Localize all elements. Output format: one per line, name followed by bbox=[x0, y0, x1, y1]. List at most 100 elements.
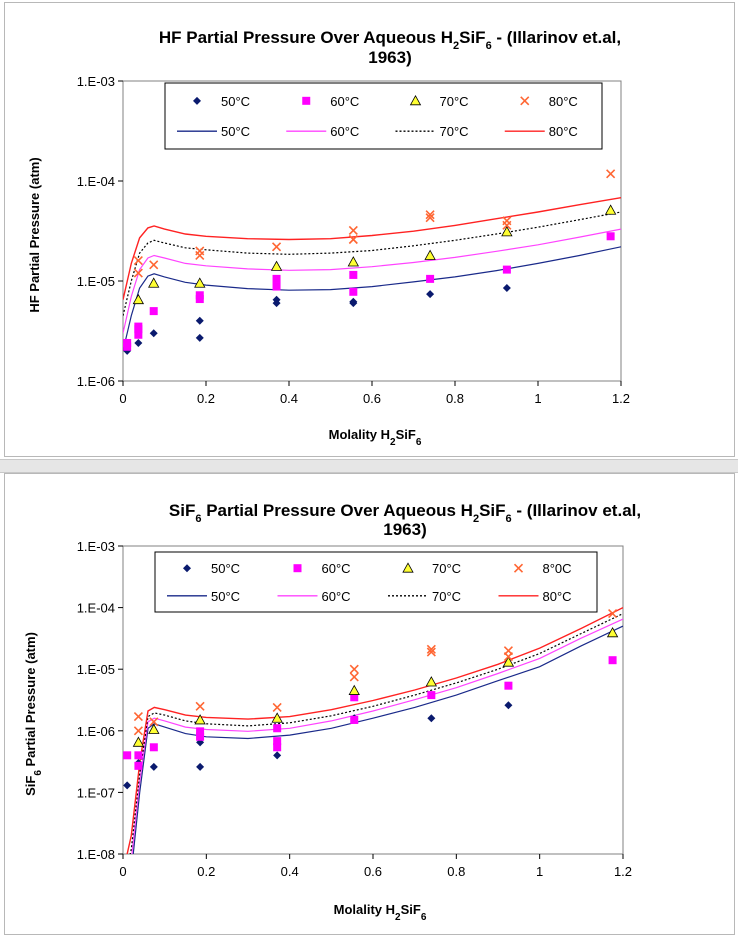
point-square bbox=[123, 338, 132, 347]
x-tick-label: 1 bbox=[534, 391, 541, 406]
legend-label: 50°C bbox=[211, 589, 240, 604]
point-diamond bbox=[134, 338, 143, 347]
point-square bbox=[427, 691, 436, 700]
point-square bbox=[608, 656, 617, 665]
sif6-chart: SiF6 Partial Pressure Over Aqueous H2SiF… bbox=[23, 501, 641, 923]
x-axis-title: Molality H2SiF6 bbox=[334, 902, 427, 923]
legend-marker bbox=[402, 562, 414, 573]
point-square bbox=[349, 270, 358, 279]
point-x bbox=[271, 242, 282, 252]
point-x bbox=[133, 256, 143, 266]
line-50c bbox=[132, 625, 623, 854]
legend-label: 70°C bbox=[432, 561, 461, 576]
sif6-chart-frame[interactable]: SiF6 Partial Pressure Over Aqueous H2SiF… bbox=[4, 473, 735, 935]
x-tick-label: 0.8 bbox=[447, 864, 465, 879]
x-tick-label: 1 bbox=[536, 864, 543, 879]
legend-box bbox=[164, 82, 603, 150]
legend-label: 80°C bbox=[549, 94, 578, 109]
legend-marker bbox=[520, 96, 530, 106]
point-x bbox=[133, 726, 143, 736]
legend-marker bbox=[409, 94, 422, 106]
point-diamond bbox=[427, 714, 436, 723]
point-square bbox=[504, 681, 513, 690]
hf-chart: HF Partial Pressure Over Aqueous H2SiF6 … bbox=[27, 28, 630, 448]
legend-label: 80°C bbox=[549, 124, 578, 139]
point-diamond bbox=[272, 295, 281, 304]
line-60c bbox=[131, 618, 623, 854]
hf-chart-frame[interactable]: HF Partial Pressure Over Aqueous H2SiF6 … bbox=[4, 2, 735, 457]
point-triangle bbox=[132, 293, 145, 305]
x-tick-label: 0.4 bbox=[280, 391, 298, 406]
point-square bbox=[350, 715, 359, 724]
point-x bbox=[348, 234, 358, 245]
point-triangle bbox=[194, 714, 206, 725]
point-square bbox=[195, 291, 204, 300]
point-diamond bbox=[149, 329, 158, 338]
y-tick-label: 1.E-05 bbox=[77, 274, 115, 289]
point-x bbox=[425, 210, 435, 220]
point-x bbox=[272, 702, 282, 712]
point-square bbox=[272, 282, 281, 291]
y-axis-title: HF Partial Pressure (atm) bbox=[27, 157, 42, 312]
point-triangle bbox=[347, 256, 360, 267]
data-points bbox=[123, 609, 619, 790]
point-diamond bbox=[504, 701, 513, 710]
legend-label: 60°C bbox=[330, 94, 359, 109]
point-triangle bbox=[348, 684, 360, 695]
point-diamond bbox=[273, 751, 282, 760]
point-diamond bbox=[349, 297, 358, 306]
point-x bbox=[133, 268, 143, 278]
point-diamond bbox=[426, 290, 435, 299]
point-x bbox=[195, 701, 205, 711]
legend-label: 60°C bbox=[330, 124, 359, 139]
legend-label: 8°0C bbox=[543, 561, 572, 576]
model-lines bbox=[126, 606, 623, 854]
x-tick-label: 0.2 bbox=[197, 864, 215, 879]
point-square bbox=[606, 232, 615, 241]
point-diamond bbox=[195, 316, 204, 325]
point-x bbox=[503, 646, 513, 656]
point-triangle bbox=[424, 249, 436, 260]
point-triangle bbox=[148, 723, 160, 734]
point-triangle bbox=[132, 736, 145, 747]
legend-label: 50°C bbox=[211, 561, 240, 576]
point-triangle bbox=[270, 260, 283, 271]
y-tick-label: 1.E-05 bbox=[77, 662, 115, 677]
point-square bbox=[134, 322, 143, 331]
point-square bbox=[350, 693, 359, 702]
sheet-separator bbox=[0, 459, 738, 473]
point-diamond bbox=[195, 333, 204, 342]
line-80c bbox=[126, 606, 623, 854]
point-square bbox=[196, 727, 205, 736]
legend-label: 80°C bbox=[543, 589, 572, 604]
y-tick-label: 1.E-08 bbox=[77, 847, 115, 862]
x-tick-label: 1.2 bbox=[614, 864, 632, 879]
point-triangle bbox=[604, 204, 617, 215]
point-x bbox=[349, 664, 359, 674]
point-square bbox=[196, 732, 205, 741]
x-tick-label: 0.4 bbox=[281, 864, 299, 879]
y-axis-title: SiF6 Partial Pressure (atm) bbox=[23, 632, 44, 796]
y-tick-label: 1.E-04 bbox=[77, 174, 115, 189]
point-square bbox=[273, 724, 282, 733]
legend-label: 50°C bbox=[221, 94, 250, 109]
point-square bbox=[273, 737, 282, 746]
point-triangle bbox=[148, 277, 160, 288]
point-square bbox=[502, 265, 511, 274]
x-tick-label: 1.2 bbox=[612, 391, 630, 406]
point-x bbox=[608, 609, 618, 619]
point-square bbox=[426, 274, 435, 283]
legend-label: 70°C bbox=[440, 94, 469, 109]
legend-marker bbox=[193, 96, 201, 105]
point-x bbox=[426, 644, 436, 654]
point-diamond bbox=[502, 284, 511, 293]
point-triangle bbox=[502, 656, 515, 667]
point-triangle bbox=[271, 712, 283, 723]
x-tick-label: 0.2 bbox=[197, 391, 215, 406]
y-tick-label: 1.E-04 bbox=[77, 601, 115, 616]
legend-box bbox=[154, 551, 598, 613]
legend-label: 60°C bbox=[322, 589, 351, 604]
point-x bbox=[348, 225, 358, 236]
data-points bbox=[123, 169, 617, 355]
legend-label: 70°C bbox=[432, 589, 461, 604]
